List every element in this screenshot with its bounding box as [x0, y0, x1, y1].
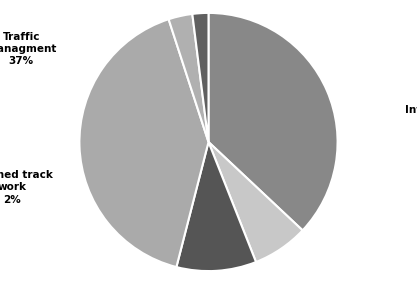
Wedge shape [192, 13, 208, 142]
Text: Infrastructure
10%: Infrastructure 10% [405, 105, 417, 128]
Text: Planned track
work
2%: Planned track work 2% [0, 170, 53, 204]
Wedge shape [208, 13, 338, 230]
Wedge shape [79, 19, 208, 267]
Wedge shape [176, 142, 256, 271]
Wedge shape [168, 14, 208, 142]
Wedge shape [208, 142, 303, 262]
Text: Traffic
managment
37%: Traffic managment 37% [0, 32, 57, 66]
